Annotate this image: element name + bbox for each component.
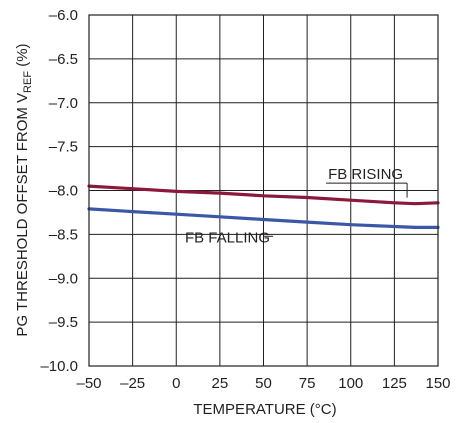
y-axis-label-main: PG THRESHOLD OFFSET FROM V [14, 93, 31, 337]
x-tick-labels: –50 –25 0 25 50 75 100 125 150 [76, 375, 450, 392]
x-tick-label: 0 [172, 375, 180, 392]
x-tick-label: 75 [299, 375, 316, 392]
x-tick-label: 150 [425, 375, 450, 392]
y-tick-label: –9.5 [49, 314, 78, 331]
y-axis-label: PG THRESHOLD OFFSET FROM VREF (%) [14, 43, 34, 336]
y-tick-label: –10.0 [40, 358, 78, 375]
x-tick-label: 25 [212, 375, 229, 392]
plot-frame [88, 14, 439, 367]
y-tick-label: –7.0 [49, 95, 78, 112]
y-tick-label: –8.0 [49, 183, 78, 200]
x-tick-label: 100 [338, 375, 363, 392]
fb-rising-line [87, 184, 440, 206]
x-tick-label: –25 [120, 375, 145, 392]
fb-rising-label: FB RISING [328, 166, 403, 183]
x-tick-label: –50 [76, 375, 101, 392]
x-tick-label: 50 [255, 375, 272, 392]
x-axis-label: TEMPERATURE (°C) [193, 401, 336, 418]
annotations: FB RISING FB FALLING [185, 166, 408, 246]
fb-falling-line [87, 207, 440, 229]
y-tick-label: –6.0 [49, 7, 78, 24]
y-tick-labels: –10.0 –9.5 –9.0 –8.5 –8.0 –7.5 –7.0 –6.5 –6.0 [40, 7, 78, 375]
y-tick-label: –7.5 [49, 139, 78, 156]
series-lines [87, 184, 440, 229]
x-tick-label: 125 [382, 375, 407, 392]
fb-falling-label: FB FALLING [185, 229, 270, 246]
y-tick-label: –9.0 [49, 270, 78, 287]
y-tick-label: –8.5 [49, 226, 78, 243]
y-axis-label-subscript: REF [22, 71, 34, 93]
y-axis-label-unit: (%) [14, 43, 31, 71]
y-tick-label: –6.5 [49, 51, 78, 68]
